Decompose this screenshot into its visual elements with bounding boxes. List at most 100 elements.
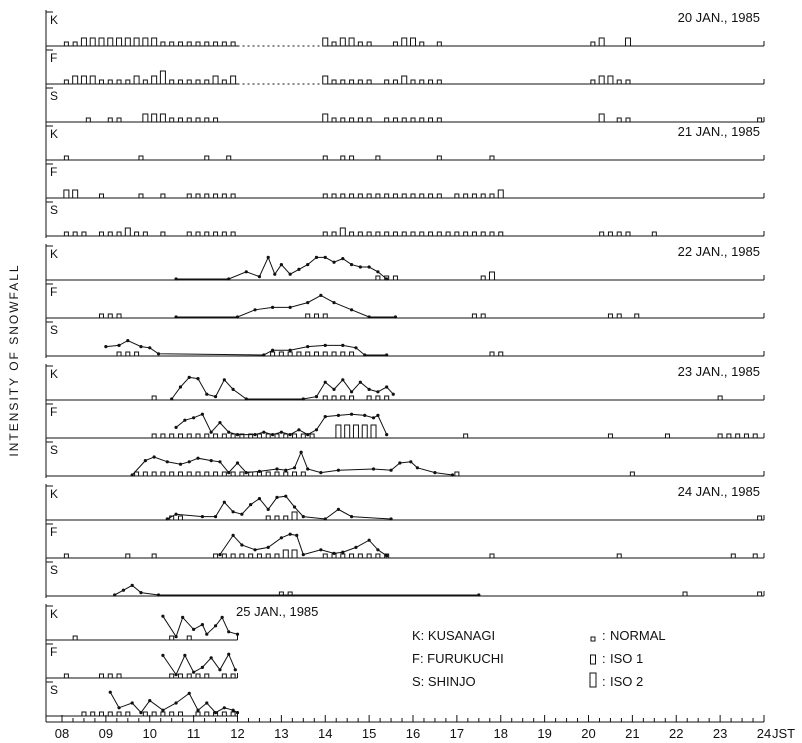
intensity-point [227, 630, 231, 634]
intensity-point [174, 673, 178, 677]
event-mark-normal [195, 673, 201, 679]
event-mark-normal [274, 515, 280, 521]
event-mark-normal [134, 471, 140, 477]
event-mark-normal [204, 193, 210, 199]
event-mark-normal [195, 471, 201, 477]
intensity-point [161, 653, 165, 658]
legend-station-f: F: FURUKUCHI [412, 651, 504, 666]
station-row-s: S [46, 87, 765, 123]
intensity-line [109, 691, 238, 714]
station-code-label: S [50, 563, 58, 577]
event-mark-normal [471, 313, 477, 319]
event-mark-normal [436, 41, 442, 47]
x-axis: 08 09 10 11 12 13 14 15 16 17 18 19 20 21 22 23 24 JST [45, 604, 795, 741]
event-mark-normal [419, 117, 425, 123]
event-mark-normal [230, 673, 236, 679]
event-mark-iso2 [361, 424, 368, 439]
intensity-point [389, 468, 393, 472]
intensity-line [167, 495, 392, 520]
intensity-point [200, 515, 204, 519]
event-mark-normal [213, 41, 219, 47]
intensity-point [205, 632, 209, 636]
intensity-point [319, 471, 323, 475]
intensity-point [306, 467, 310, 471]
panel-date-label: 23 JAN., 1985 [678, 364, 760, 379]
event-mark-normal [331, 41, 337, 47]
event-mark-normal [463, 193, 469, 199]
x-tick-label: 23 [713, 726, 727, 741]
station-row-s: S [46, 201, 765, 237]
event-mark-normal [375, 193, 381, 199]
event-mark-normal [331, 79, 337, 85]
event-mark-normal [357, 231, 363, 237]
intensity-point [205, 701, 209, 705]
intensity-point [349, 308, 354, 312]
event-mark-iso1 [116, 37, 123, 47]
event-mark-normal [349, 193, 355, 199]
event-mark-normal [726, 433, 732, 439]
intensity-point [235, 433, 240, 437]
intensity-point [332, 301, 336, 305]
x-tick-label: 20 [581, 726, 595, 741]
intensity-point [148, 346, 152, 350]
event-mark-normal [375, 395, 381, 401]
event-mark-normal [204, 673, 210, 679]
intensity-point [367, 265, 371, 269]
intensity-point [385, 554, 389, 558]
event-mark-normal [625, 79, 631, 85]
intensity-point [389, 517, 393, 521]
panel-date-label: 25 JAN., 1985 [236, 604, 318, 619]
event-mark-normal [322, 553, 328, 559]
intensity-point [319, 548, 323, 552]
intensity-point [174, 701, 178, 705]
event-mark-normal [283, 433, 289, 439]
event-mark-normal [292, 433, 298, 439]
event-mark-normal [160, 193, 166, 199]
event-mark-normal [489, 553, 495, 559]
legend-symbol-label-iso2: ISO 2 [610, 674, 643, 689]
event-mark-iso1 [322, 37, 329, 47]
event-mark-normal [142, 711, 148, 717]
event-mark-normal [305, 351, 311, 357]
event-mark-normal [221, 433, 227, 439]
event-mark-normal [436, 117, 442, 123]
intensity-point [244, 397, 248, 401]
event-mark-normal [90, 711, 96, 717]
intensity-point [332, 260, 336, 264]
event-mark-normal [169, 41, 175, 47]
intensity-point [187, 691, 191, 696]
station-row-f: F [46, 523, 765, 559]
intensity-point [126, 339, 130, 343]
intensity-point [200, 623, 204, 627]
event-mark-normal [125, 351, 131, 357]
event-mark-normal [213, 433, 219, 439]
intensity-point [398, 461, 402, 465]
event-mark-normal [221, 79, 227, 85]
intensity-point [336, 413, 341, 417]
intensity-point [284, 468, 288, 472]
intensity-point [415, 466, 419, 470]
event-mark-normal [366, 193, 372, 199]
event-mark-normal [300, 433, 306, 439]
event-mark-normal [116, 231, 122, 237]
event-mark-normal [410, 79, 416, 85]
day-panel-24: 24 JAN., 1985 K F S [45, 484, 765, 598]
intensity-point [161, 708, 165, 712]
event-mark-normal [134, 231, 140, 237]
intensity-point [341, 378, 345, 382]
intensity-point [341, 343, 345, 347]
intensity-point [156, 593, 161, 597]
intensity-point [218, 421, 222, 425]
intensity-point [117, 706, 121, 710]
event-mark-normal [471, 193, 477, 199]
intensity-point [341, 550, 345, 554]
intensity-point [332, 551, 336, 556]
event-mark-normal [151, 471, 157, 477]
event-mark-iso1 [401, 75, 408, 85]
event-mark-normal [471, 231, 477, 237]
intensity-point [139, 711, 143, 715]
station-code-label: K [50, 607, 58, 621]
event-mark-normal [98, 231, 104, 237]
intensity-line [114, 584, 479, 596]
legend-symbol-label-normal: NORMAL [610, 628, 666, 643]
